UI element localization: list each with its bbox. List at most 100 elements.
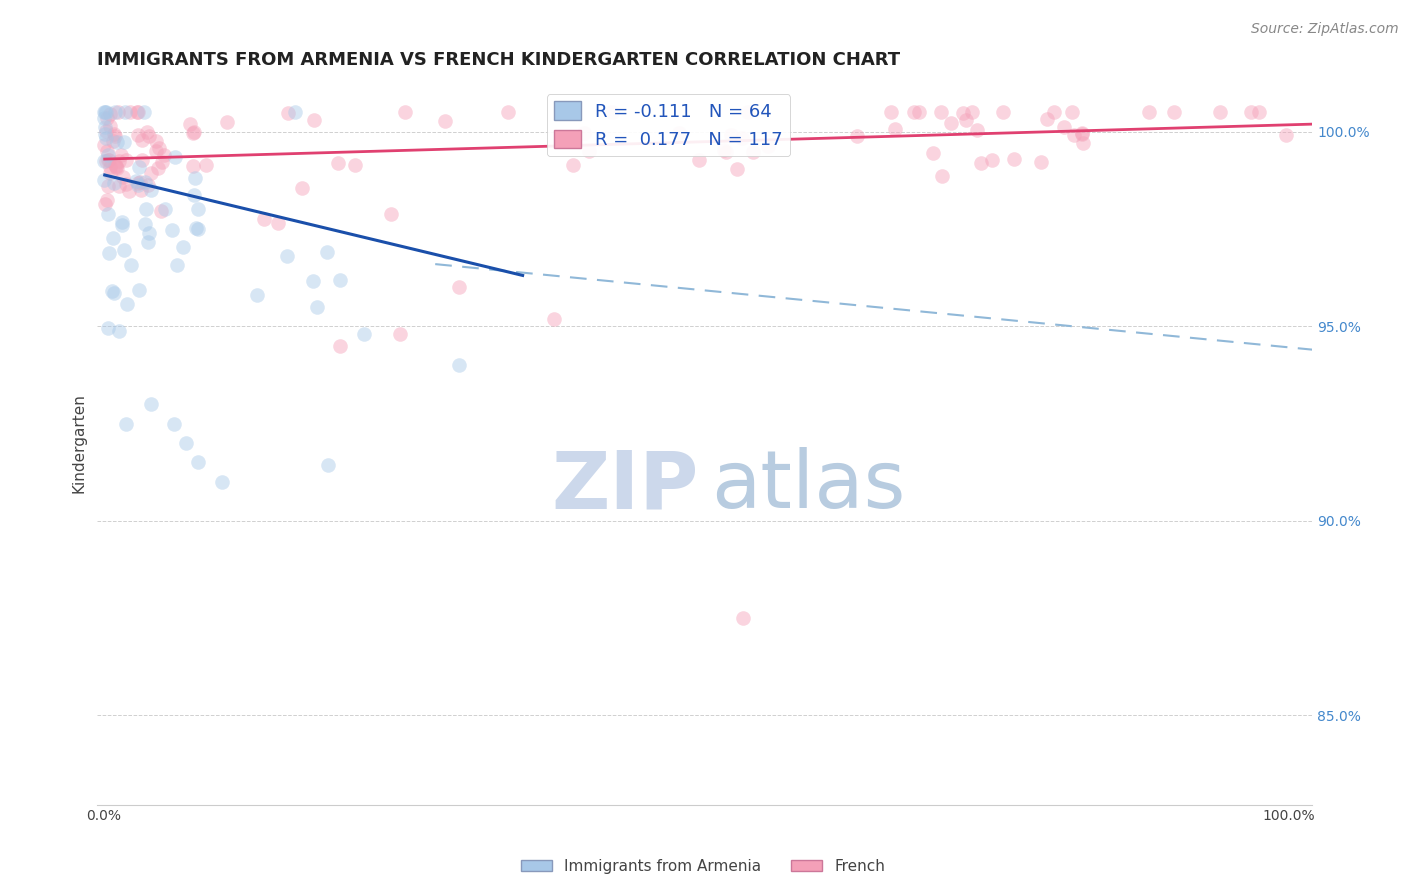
Point xyxy=(344,158,367,172)
Point xyxy=(94,124,117,138)
Point xyxy=(253,211,276,226)
Point xyxy=(163,417,186,431)
Point xyxy=(134,105,156,120)
Point xyxy=(111,218,134,232)
Point xyxy=(145,144,167,158)
Point xyxy=(302,112,325,127)
Point xyxy=(981,153,1004,167)
Point xyxy=(1063,128,1085,142)
Point xyxy=(96,144,118,158)
Text: ZIP: ZIP xyxy=(551,448,699,525)
Point xyxy=(447,280,470,294)
Point xyxy=(939,116,962,130)
Point xyxy=(139,166,162,180)
Point xyxy=(94,131,117,145)
Point xyxy=(135,125,157,139)
Point xyxy=(187,222,209,236)
Point xyxy=(578,144,600,158)
Point xyxy=(845,129,868,144)
Point xyxy=(94,105,117,120)
Point xyxy=(742,145,765,160)
Point xyxy=(186,221,208,235)
Point xyxy=(302,274,325,288)
Point xyxy=(112,243,135,257)
Point xyxy=(96,154,118,169)
Point xyxy=(380,207,402,221)
Point xyxy=(291,181,314,195)
Point xyxy=(127,128,149,142)
Point xyxy=(114,417,136,431)
Point xyxy=(114,105,136,120)
Point xyxy=(134,218,156,232)
Point xyxy=(93,105,115,120)
Point xyxy=(153,202,176,216)
Point xyxy=(246,288,269,302)
Point xyxy=(880,105,903,120)
Point xyxy=(160,223,183,237)
Point xyxy=(731,131,754,145)
Point xyxy=(1139,105,1161,120)
Point xyxy=(93,172,115,186)
Point xyxy=(434,114,457,128)
Point xyxy=(922,145,945,160)
Point xyxy=(138,129,160,144)
Point xyxy=(103,176,125,190)
Point xyxy=(104,105,127,120)
Point xyxy=(94,197,117,211)
Point xyxy=(316,245,339,260)
Point xyxy=(277,106,299,120)
Point xyxy=(1209,105,1232,120)
Point xyxy=(903,105,925,120)
Point xyxy=(97,153,120,168)
Point xyxy=(97,148,120,162)
Point xyxy=(93,137,115,152)
Point xyxy=(105,161,128,175)
Point xyxy=(952,106,974,120)
Point xyxy=(187,202,209,216)
Text: Source: ZipAtlas.com: Source: ZipAtlas.com xyxy=(1251,22,1399,37)
Point xyxy=(152,148,174,162)
Point xyxy=(112,136,135,150)
Point xyxy=(562,158,585,172)
Point xyxy=(181,159,204,173)
Point xyxy=(1053,120,1076,134)
Point xyxy=(97,179,120,194)
Point xyxy=(955,112,977,127)
Point xyxy=(211,475,233,489)
Point xyxy=(128,161,150,175)
Point xyxy=(388,327,411,342)
Point xyxy=(128,283,150,297)
Point xyxy=(97,246,120,260)
Point xyxy=(572,126,595,140)
Point xyxy=(284,105,307,120)
Point xyxy=(127,105,149,120)
Point xyxy=(104,159,127,173)
Point xyxy=(276,249,298,263)
Point xyxy=(150,155,173,169)
Point xyxy=(184,171,207,186)
Point xyxy=(98,166,121,180)
Point xyxy=(1239,105,1261,120)
Point xyxy=(756,138,779,153)
Point xyxy=(305,300,328,314)
Point xyxy=(165,150,187,164)
Point xyxy=(993,105,1015,120)
Point xyxy=(737,105,759,120)
Point xyxy=(496,105,519,120)
Point xyxy=(97,320,120,334)
Point xyxy=(101,231,124,245)
Point xyxy=(118,184,141,198)
Point xyxy=(150,204,173,219)
Point xyxy=(96,111,118,125)
Point xyxy=(107,105,129,120)
Point xyxy=(98,119,121,133)
Point xyxy=(353,327,375,342)
Y-axis label: Kindergarten: Kindergarten xyxy=(72,393,86,493)
Point xyxy=(103,286,125,301)
Point xyxy=(96,193,118,207)
Point xyxy=(907,105,929,120)
Point xyxy=(166,258,188,272)
Point xyxy=(135,202,157,216)
Point xyxy=(183,126,205,140)
Point xyxy=(94,128,117,142)
